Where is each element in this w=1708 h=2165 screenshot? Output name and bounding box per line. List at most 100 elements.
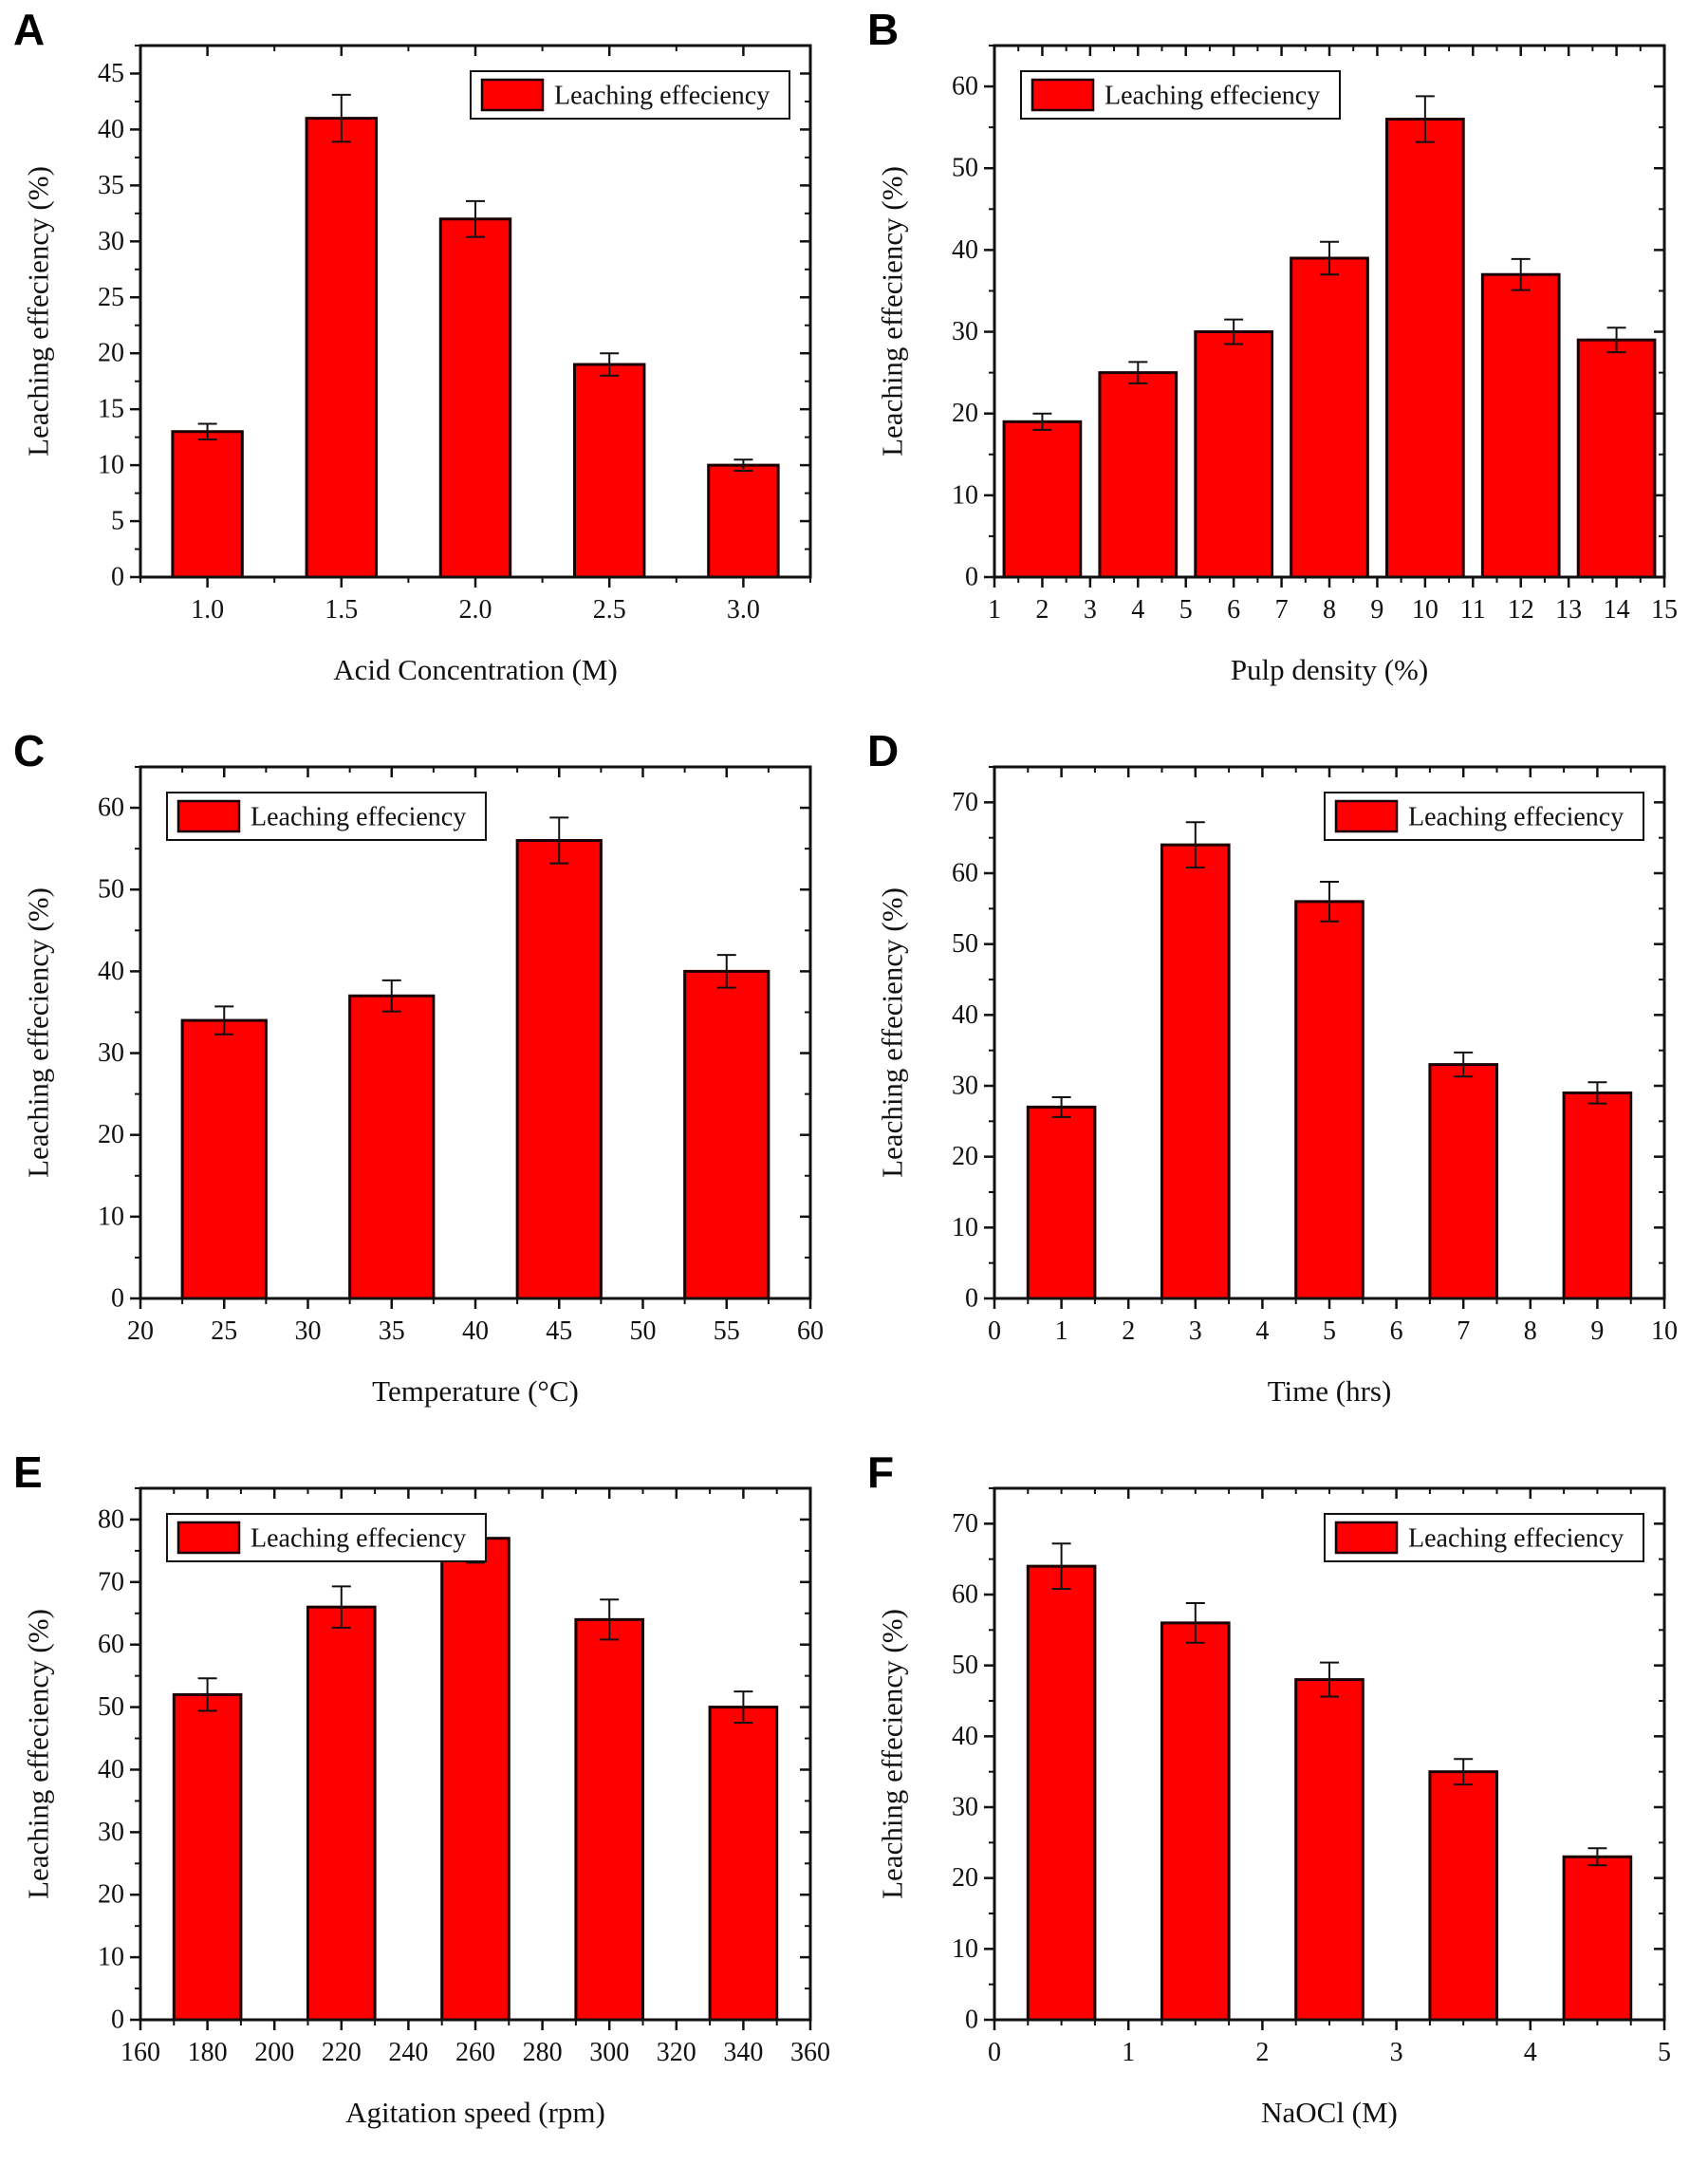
legend-swatch — [176, 1521, 241, 1555]
bar — [1576, 338, 1657, 579]
bar — [1428, 1063, 1499, 1300]
panel-A: A 1.0 1.5 2.0 2.5 3.0 0 5 10 15 20 25 30 35 40 45 Acid … — [0, 0, 854, 721]
x-axis: 0 1 2 3 4 5 — [988, 1488, 1671, 2067]
y-tick-label: 5 — [111, 507, 124, 536]
x-tick-label: 160 — [121, 2038, 160, 2067]
x-tick-label: 11 — [1460, 595, 1486, 625]
x-tick-label: 260 — [455, 2038, 495, 2067]
x-axis-title: Agitation speed (rpm) — [345, 2096, 605, 2129]
y-tick-label: 80 — [98, 1504, 124, 1534]
panel-E-letter: E — [13, 1447, 43, 1497]
bars-group — [171, 117, 780, 579]
y-axis: 0 10 20 30 40 50 60 — [952, 45, 1664, 592]
y-axis-title: Leaching effeciency (%) — [22, 887, 55, 1178]
bar — [1562, 1855, 1633, 2022]
x-tick-label: 7 — [1457, 1316, 1470, 1346]
bar — [438, 217, 512, 579]
y-tick-label: 15 — [98, 395, 124, 424]
x-axis: 20 25 30 35 40 45 50 55 60 — [127, 767, 824, 1346]
y-tick-label: 50 — [952, 154, 978, 183]
x-tick-label: 2 — [1122, 1316, 1135, 1346]
error-bars-group — [1051, 821, 1607, 1118]
x-tick-label: 7 — [1275, 595, 1289, 625]
x-tick-label: 40 — [462, 1316, 489, 1346]
bar — [171, 430, 244, 579]
legend: Leaching effeciency — [1020, 70, 1341, 120]
y-tick-label: 40 — [952, 1722, 978, 1751]
error-bars-group — [1051, 1542, 1607, 1867]
y-tick-label: 10 — [98, 1943, 124, 1972]
bar — [574, 1617, 645, 2022]
legend-swatch — [1334, 799, 1399, 833]
x-tick-label: 13 — [1555, 595, 1582, 625]
y-tick-label: 20 — [952, 1142, 978, 1171]
x-tick-label: 45 — [546, 1316, 572, 1346]
x-axis-title: NaOCl (M) — [1261, 2096, 1398, 2129]
y-tick-label: 60 — [952, 859, 978, 888]
bar — [1160, 843, 1231, 1300]
panel-B-letter: B — [867, 5, 900, 54]
y-tick-label: 30 — [952, 317, 978, 346]
x-tick-label: 12 — [1508, 595, 1534, 625]
bar — [1290, 256, 1369, 579]
y-tick-label: 60 — [98, 793, 124, 823]
x-tick-label: 55 — [714, 1316, 740, 1346]
y-tick-label: 0 — [965, 2006, 978, 2035]
panel-C-chart: 20 25 30 35 40 45 50 55 60 0 10 20 30 40 50 60 Temperatu… — [22, 765, 824, 1408]
x-tick-label: 240 — [388, 2038, 428, 2067]
legend-label: Leaching effeciency — [251, 803, 466, 832]
panel-A-chart: 1.0 1.5 2.0 2.5 3.0 0 5 10 15 20 25 30 35 40 45 Acid Co… — [22, 44, 812, 686]
panel-D: D 0 1 2 3 4 5 6 7 8 9 10 0 10 20 30 40 50 60 70 Time (hrs) L… — [854, 721, 1708, 1443]
y-tick-label: 45 — [98, 59, 124, 88]
y-tick-label: 30 — [952, 1793, 978, 1822]
x-tick-label: 1.5 — [325, 595, 358, 625]
error-bars-group — [197, 93, 753, 472]
bar — [1098, 371, 1179, 579]
panel-B: B 1 2 3 4 5 6 7 8 9 10 11 12 13 14 15 0 10 20 30 40 50 60 Pulp… — [854, 0, 1708, 721]
x-tick-label: 220 — [322, 2038, 362, 2067]
x-tick-label: 8 — [1524, 1316, 1537, 1346]
y-tick-label: 25 — [98, 283, 124, 312]
x-tick-label: 2 — [1255, 2038, 1269, 2067]
x-tick-label: 8 — [1323, 595, 1336, 625]
y-tick-label: 0 — [965, 563, 978, 592]
legend-label: Leaching effeciency — [1408, 1524, 1624, 1554]
x-tick-label: 30 — [295, 1316, 322, 1346]
y-tick-label: 20 — [98, 1880, 124, 1910]
x-tick-label: 6 — [1227, 595, 1240, 625]
y-axis: 0 10 20 30 40 50 60 — [98, 766, 810, 1314]
x-axis: 0 1 2 3 4 5 6 7 8 9 10 — [988, 767, 1678, 1346]
y-axis-title: Leaching effeciency (%) — [876, 887, 909, 1178]
y-tick-label: 35 — [98, 171, 124, 200]
x-tick-label: 1 — [988, 595, 1001, 625]
bar — [348, 994, 436, 1300]
legend: Leaching effeciency — [1324, 1513, 1644, 1562]
x-axis: 1.0 1.5 2.0 2.5 3.0 — [139, 46, 811, 625]
y-tick-label: 60 — [98, 1630, 124, 1659]
y-axis-title: Leaching effeciency (%) — [876, 1609, 909, 1899]
panel-D-letter: D — [867, 726, 900, 775]
x-tick-label: 320 — [657, 2038, 696, 2067]
x-tick-label: 3 — [1390, 2038, 1403, 2067]
bar — [1026, 1105, 1097, 1300]
y-tick-label: 40 — [98, 957, 124, 986]
x-axis-title: Temperature (°C) — [372, 1374, 579, 1408]
x-tick-label: 6 — [1390, 1316, 1403, 1346]
bars-group — [1002, 118, 1657, 579]
error-bars-group — [214, 816, 736, 1036]
y-axis: 0 10 20 30 40 50 60 70 — [952, 1487, 1664, 2035]
bars-group — [180, 839, 770, 1300]
x-tick-label: 5 — [1323, 1316, 1336, 1346]
x-tick-label: 50 — [630, 1316, 657, 1346]
x-tick-label: 9 — [1590, 1316, 1604, 1346]
x-tick-label: 1 — [1122, 2038, 1135, 2067]
y-tick-label: 30 — [952, 1072, 978, 1101]
x-tick-label: 3 — [1084, 595, 1097, 625]
x-tick-label: 180 — [188, 2038, 228, 2067]
y-tick-label: 10 — [98, 451, 124, 480]
x-tick-label: 5 — [1179, 595, 1193, 625]
panel-A-letter: A — [13, 5, 46, 54]
bar — [515, 839, 603, 1300]
legend: Leaching effeciency — [1324, 792, 1644, 841]
